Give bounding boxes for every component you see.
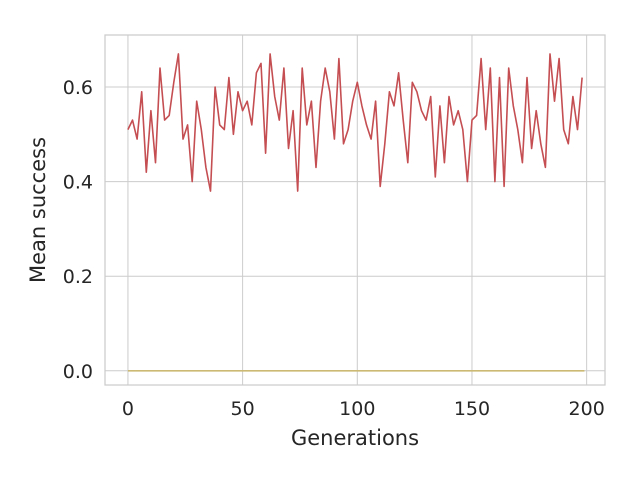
x-gridlines (127, 35, 588, 385)
x-tick-label: 50 (231, 398, 255, 420)
x-tick-label: 0 (122, 398, 134, 420)
y-tick-label: 0.4 (63, 172, 93, 194)
series-line-mean-success (127, 53, 583, 192)
x-tick-label: 150 (454, 398, 490, 420)
y-tick-label: 0.6 (63, 77, 93, 99)
x-tick-label: 100 (339, 398, 375, 420)
x-tick-labels: 0 50 100 150 200 (122, 398, 605, 420)
x-axis-label: Generations (291, 426, 419, 450)
y-axis-label: Mean success (26, 137, 50, 283)
plot-frame (104, 34, 606, 386)
x-tick-label: 200 (569, 398, 605, 420)
y-tick-labels: 0.0 0.2 0.4 0.6 (63, 77, 93, 383)
series-layer (127, 53, 585, 372)
y-tick-label: 0.0 (63, 361, 93, 383)
y-tick-label: 0.2 (63, 266, 93, 288)
